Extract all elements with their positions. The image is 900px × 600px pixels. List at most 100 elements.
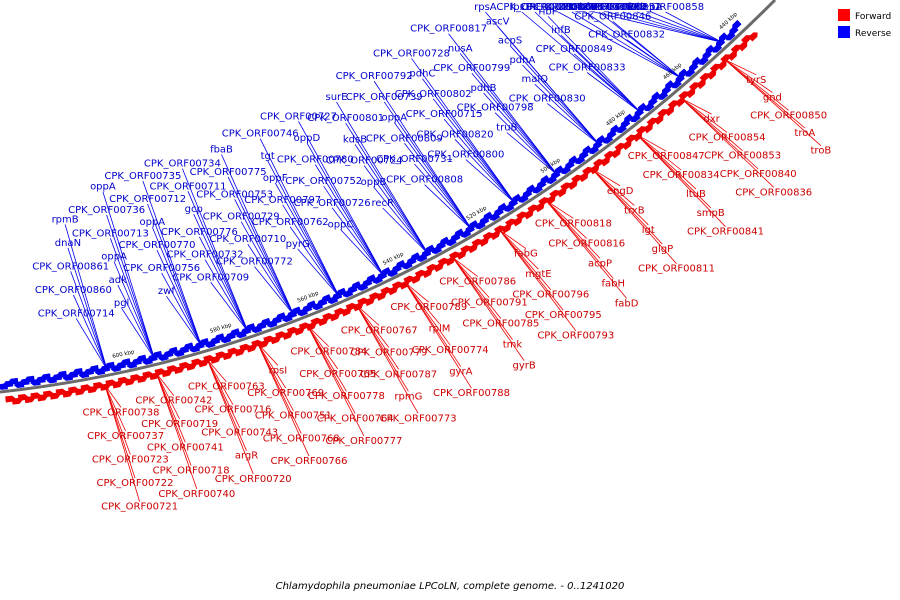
forward-leader-line <box>257 343 287 389</box>
forward-gene-label: CPK_ORF00786 <box>439 277 516 288</box>
reverse-gene-label: CPK_ORF00772 <box>216 257 293 268</box>
label-leader-lines <box>64 11 822 502</box>
forward-leader-line <box>356 304 390 348</box>
forward-gene-arrow <box>675 98 685 108</box>
reverse-gene-label: CPK_ORF00724 <box>326 156 403 167</box>
forward-gene-label: CPK_ORF00785 <box>462 319 539 330</box>
reverse-gene-label: CPK_ORF00739 <box>346 92 423 103</box>
reverse-leader-line <box>345 122 429 254</box>
reverse-leader-line <box>166 295 202 347</box>
forward-gene-label: CPK_ORF00795 <box>525 310 602 321</box>
forward-gene-arrow <box>286 326 298 335</box>
forward-gene-label: CPK_ORF00718 <box>153 466 230 477</box>
reverse-leader-line <box>382 207 429 254</box>
reverse-gene-label: CPK_ORF00830 <box>509 93 586 104</box>
reverse-gene-label: gcp <box>185 204 203 215</box>
forward-leader-line <box>207 359 241 428</box>
forward-leader-line <box>452 257 490 298</box>
forward-gene-arrow <box>538 197 549 207</box>
reverse-leader-line <box>354 144 429 254</box>
reverse-leader-line <box>665 11 723 43</box>
reverse-leader-line <box>210 282 249 332</box>
reverse-leader-line <box>106 214 155 359</box>
forward-gene-arrow <box>727 51 737 61</box>
forward-gene-label: CPK_ORF00720 <box>215 474 292 485</box>
forward-leader-line <box>307 325 347 392</box>
reverse-gene-label: adk <box>109 275 127 286</box>
forward-gene-label: mgtE <box>525 269 551 280</box>
forward-leader-line <box>307 325 339 370</box>
forward-gene-arrow <box>322 312 333 322</box>
forward-gene-arrow <box>251 339 262 348</box>
forward-gene-label: rplM <box>429 324 451 335</box>
forward-leader-line <box>591 168 677 264</box>
forward-gene-label: CPK_ORF00788 <box>433 388 510 399</box>
reverse-leader-line <box>585 11 683 79</box>
reverse-leader-line <box>509 45 600 145</box>
forward-leader-line <box>591 168 663 245</box>
reverse-gene-label: oppA <box>139 217 165 228</box>
forward-leader-line <box>499 229 552 290</box>
forward-leader-line <box>681 98 712 115</box>
reverse-gene-arrow <box>637 102 648 112</box>
forward-gene-arrow <box>403 275 414 285</box>
forward-gene-arrow <box>699 73 710 83</box>
reverse-gene-label: CPK_ORF00709 <box>172 272 249 283</box>
forward-leader-line <box>545 200 614 279</box>
forward-leader-line <box>499 229 577 331</box>
reverse-gene-label: CPK_ORF00861 <box>32 261 109 272</box>
reverse-leader-line <box>571 11 683 79</box>
forward-gene-label: fabG <box>514 249 538 260</box>
reverse-gene-label: zwf <box>158 286 175 297</box>
forward-gene-label: CPK_ORF00818 <box>535 218 612 229</box>
reverse-leader-line <box>534 11 642 113</box>
reverse-gene-label: malQ <box>522 74 549 85</box>
reverse-leader-line <box>485 11 600 145</box>
forward-gene-arrow <box>720 54 730 64</box>
reverse-leader-line <box>465 159 516 204</box>
reverse-gene-arrow <box>568 155 579 165</box>
reverse-gene-arrow <box>732 19 742 30</box>
reverse-leader-line <box>340 229 385 277</box>
forward-gene-label: dxr <box>703 114 720 125</box>
reverse-leader-line <box>142 180 202 347</box>
reverse-leader-line <box>73 294 108 370</box>
scale-tick-label: 600 kbp <box>112 349 136 360</box>
forward-gene-arrow <box>263 335 274 344</box>
reverse-leader-line <box>521 11 642 113</box>
forward-leader-line <box>545 200 587 239</box>
forward-gene-arrow <box>593 159 603 168</box>
forward-gene-label: ltuB <box>686 189 706 200</box>
reverse-leader-line <box>204 259 249 332</box>
reverse-leader-line <box>147 203 202 347</box>
reverse-gene-label: CPK_ORF00817 <box>410 24 487 35</box>
reverse-leader-line <box>483 92 558 176</box>
forward-gene-label: CPK_ORF00779 <box>350 348 427 359</box>
forward-leader-line <box>104 384 140 502</box>
forward-gene-arrow <box>625 134 636 144</box>
reverse-leader-line <box>651 11 723 43</box>
forward-gene-arrow <box>657 108 667 119</box>
genome-backbone-arc <box>0 0 777 394</box>
reverse-gene-label: pgl <box>114 298 129 309</box>
forward-gene-label: CPK_ORF00743 <box>201 428 278 439</box>
reverse-leader-line <box>161 272 202 347</box>
forward-leader-line <box>404 282 430 303</box>
forward-gene-arrow <box>516 211 527 221</box>
forward-gene-label: CPK_ORF00719 <box>141 419 218 430</box>
forward-leader-line <box>636 134 697 190</box>
forward-leader-line <box>681 98 728 133</box>
forward-gene-label: CPK_ORF00777 <box>325 436 402 447</box>
reverse-gene-label: CPK_ORF00710 <box>209 234 286 245</box>
forward-gene-label: CPK_ORF00765 <box>299 369 376 380</box>
forward-gene-label: CPK_ORF00773 <box>380 413 457 424</box>
reverse-leader-line <box>594 11 723 43</box>
reverse-gene-label: CPK_ORF00862 <box>570 2 647 13</box>
forward-gene-label: tmk <box>503 340 523 351</box>
reverse-leader-line <box>187 191 249 332</box>
forward-gene-label: troB <box>811 146 832 157</box>
forward-gene-label: CPK_ORF00740 <box>158 489 235 500</box>
forward-gene-arrow <box>582 166 592 176</box>
